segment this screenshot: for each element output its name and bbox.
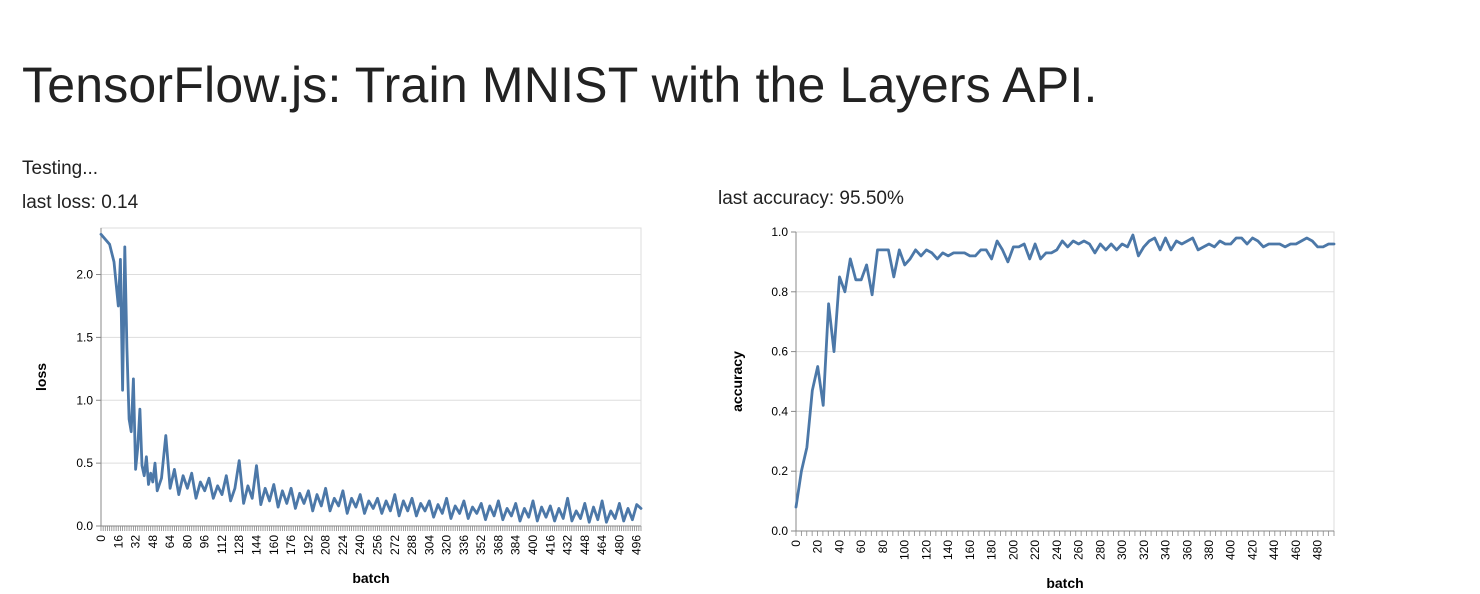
status-text: Testing...	[22, 158, 99, 179]
loss-x-tick-label: 144	[250, 535, 264, 555]
loss-y-tick-label: 2.0	[76, 268, 93, 282]
accuracy-x-tick-label: 120	[919, 540, 933, 560]
accuracy-x-tick-label: 320	[1137, 540, 1151, 560]
accuracy-x-tick-label: 200	[1006, 540, 1020, 560]
loss-x-tick-label: 208	[319, 535, 333, 555]
accuracy-x-tick-label: 100	[898, 540, 912, 560]
accuracy-series-line	[794, 233, 1336, 509]
accuracy-y-tick-label: 1.0	[771, 225, 788, 239]
loss-x-tick-label: 272	[388, 535, 402, 555]
loss-x-tick-label: 48	[146, 535, 160, 549]
loss-x-tick-label: 368	[491, 535, 505, 555]
loss-x-tick-label: 224	[336, 535, 350, 555]
accuracy-x-tick-label: 360	[1180, 540, 1194, 560]
accuracy-y-tick-label: 0.8	[771, 285, 788, 299]
loss-x-tick-label: 336	[457, 535, 471, 555]
accuracy-y-tick-label: 0.2	[771, 464, 788, 478]
accuracy-x-tick-label: 280	[1093, 540, 1107, 560]
accuracy-x-minor-ticks	[795, 531, 1335, 536]
loss-series-line	[99, 232, 643, 524]
loss-y-axis-title: loss	[33, 363, 49, 391]
loss-x-tick-label: 416	[543, 535, 557, 555]
accuracy-x-tick-label: 240	[1050, 540, 1064, 560]
loss-x-tick-label: 288	[405, 535, 419, 555]
accuracy-plot-frame	[795, 231, 1335, 532]
loss-x-tick-label: 464	[595, 535, 609, 555]
accuracy-y-tick-label: 0.6	[771, 345, 788, 359]
loss-x-tick-label: 112	[215, 535, 229, 554]
accuracy-x-tick-label: 420	[1245, 540, 1259, 560]
accuracy-x-tick-label: 220	[1028, 540, 1042, 560]
accuracy-x-tick-label: 180	[985, 540, 999, 560]
loss-x-tick-label: 64	[163, 535, 177, 549]
loss-x-tick-label: 160	[267, 535, 281, 555]
loss-x-tick-label: 480	[612, 535, 626, 555]
loss-x-tick-label: 96	[198, 535, 212, 549]
loss-x-tick-label: 192	[301, 535, 315, 555]
loss-x-tick-label: 304	[422, 535, 436, 555]
accuracy-x-tick-label: 380	[1202, 540, 1216, 560]
loss-y-tick-label: 1.0	[76, 393, 93, 407]
loss-x-tick-label: 16	[111, 535, 125, 549]
accuracy-y-tick-label: 0.0	[771, 524, 788, 538]
loss-x-tick-label: 320	[440, 535, 454, 555]
loss-x-tick-label: 352	[474, 535, 488, 555]
loss-x-axis-title: batch	[352, 570, 389, 586]
accuracy-x-tick-label: 60	[854, 540, 868, 554]
loss-x-tick-label: 128	[232, 535, 246, 555]
loss-x-tick-label: 240	[353, 535, 367, 555]
loss-x-tick-label: 400	[526, 535, 540, 555]
last-loss-text: last loss: 0.14	[22, 192, 139, 213]
page-title: TensorFlow.js: Train MNIST with the Laye…	[22, 57, 1098, 113]
loss-x-tick-label: 432	[561, 535, 575, 555]
accuracy-x-tick-label: 20	[811, 540, 825, 554]
loss-x-tick-label: 496	[630, 535, 644, 555]
accuracy-x-tick-label: 440	[1267, 540, 1281, 560]
accuracy-x-tick-label: 400	[1224, 540, 1238, 560]
accuracy-x-axis-title: batch	[1046, 575, 1083, 591]
accuracy-x-tick-label: 480	[1311, 540, 1325, 560]
loss-x-tick-label: 448	[578, 535, 592, 555]
accuracy-y-axis-title: accuracy	[729, 351, 745, 412]
loss-x-tick-label: 384	[509, 535, 523, 555]
accuracy-y-tick-label: 0.4	[771, 404, 788, 418]
loss-x-tick-label: 0	[94, 535, 108, 542]
loss-y-tick-label: 1.5	[76, 330, 93, 344]
accuracy-x-tick-label: 80	[876, 540, 890, 554]
accuracy-x-tick-label: 460	[1289, 540, 1303, 560]
last-accuracy-text: last accuracy: 95.50%	[718, 188, 904, 209]
accuracy-x-tick-label: 300	[1115, 540, 1129, 560]
loss-x-tick-label: 256	[370, 535, 384, 555]
accuracy-x-tick-label: 260	[1072, 540, 1086, 560]
loss-y-tick-label: 0.5	[76, 456, 93, 470]
accuracy-x-tick-label: 140	[941, 540, 955, 560]
accuracy-x-tick-label: 160	[963, 540, 977, 560]
loss-x-minor-ticks	[100, 526, 642, 531]
loss-x-tick-label: 32	[129, 535, 143, 549]
loss-x-tick-label: 176	[284, 535, 298, 555]
accuracy-x-tick-label: 40	[832, 540, 846, 554]
loss-y-tick-label: 0.0	[76, 519, 93, 533]
accuracy-x-tick-label: 340	[1159, 540, 1173, 560]
loss-x-tick-label: 80	[180, 535, 194, 549]
accuracy-x-tick-label: 0	[789, 540, 803, 547]
